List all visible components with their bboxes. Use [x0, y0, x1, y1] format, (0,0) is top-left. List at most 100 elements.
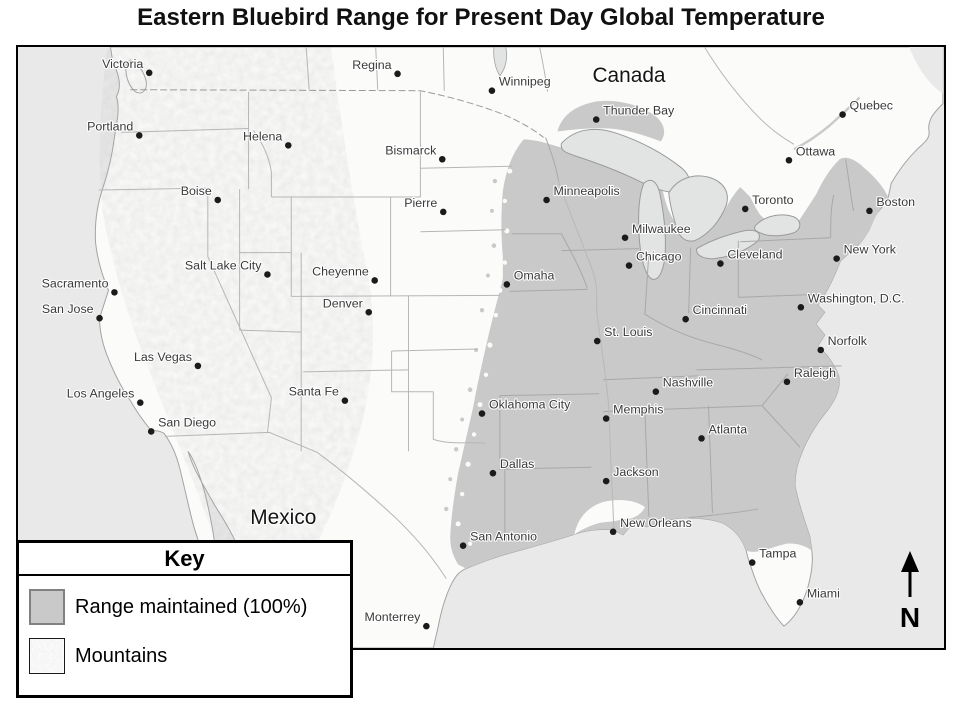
city-dot-washington-d-c	[797, 303, 805, 311]
city-label-nashville: Nashville	[663, 376, 713, 390]
city-label-jackson: Jackson	[613, 465, 659, 479]
city-label-dallas: Dallas	[500, 457, 534, 471]
city-dot-regina	[394, 70, 401, 78]
city-label-cincinnati: Cincinnati	[693, 303, 747, 317]
city-label-washington-d-c: Washington, D.C.	[808, 291, 905, 305]
gulf-st-lawrence	[909, 47, 943, 94]
city-label-new-orleans: New Orleans	[620, 516, 692, 530]
city-label-helena: Helena	[243, 129, 282, 143]
city-label-milwaukee: Milwaukee	[632, 222, 691, 236]
city-dot-helena	[285, 142, 292, 149]
range-region-ontario	[557, 100, 665, 142]
city-label-bismarck: Bismarck	[385, 143, 437, 157]
city-label-memphis: Memphis	[613, 403, 663, 417]
state-borders-west	[98, 47, 795, 579]
city-dot-boise	[214, 196, 222, 204]
city-dot-monterrey	[423, 622, 430, 630]
region-label-mexico: Mexico	[250, 506, 316, 529]
city-label-raleigh: Raleigh	[794, 366, 836, 380]
mountains-swatch	[29, 638, 65, 674]
city-dot-ottawa	[785, 156, 793, 164]
key-item-range: Range maintained (100%)	[29, 589, 350, 625]
city-label-quebec: Quebec	[850, 99, 893, 113]
city-dot-victoria	[145, 69, 153, 77]
city-label-cheyenne: Cheyenne	[312, 264, 369, 278]
city-dot-minneapolis	[543, 196, 550, 204]
city-dot-chicago	[625, 262, 633, 269]
city-dot-st-louis	[593, 337, 601, 345]
city-label-regina: Regina	[352, 58, 391, 72]
city-dot-boston	[866, 207, 873, 215]
city-dot-cheyenne	[371, 277, 378, 284]
city-label-omaha: Omaha	[514, 268, 555, 282]
city-dot-winnipeg	[488, 87, 496, 94]
lake-winnipeg	[493, 47, 507, 77]
city-dot-quebec	[839, 111, 846, 118]
city-label-atlanta: Atlanta	[708, 422, 747, 436]
city-label-winnipeg: Winnipeg	[499, 75, 551, 89]
city-label-san-antonio: San Antonio	[470, 530, 537, 544]
city-dot-san-jose	[96, 314, 103, 322]
city-dot-raleigh	[783, 378, 791, 386]
city-label-portland: Portland	[87, 119, 133, 133]
city-dot-cleveland	[717, 260, 724, 267]
city-dot-sacramento	[111, 289, 118, 296]
city-dot-new-orleans	[609, 528, 617, 536]
region-labels-layer: Canada Mexico	[249, 63, 667, 530]
city-label-san-diego: San Diego	[158, 415, 216, 429]
north-arrow-icon	[901, 551, 919, 597]
city-dot-atlanta	[698, 435, 705, 442]
lake-huron	[668, 175, 728, 242]
city-label-cleveland: Cleveland	[727, 248, 782, 262]
city-dot-norfolk	[817, 346, 825, 354]
city-dot-thunder-bay	[592, 116, 600, 123]
st-lawrence-river	[793, 96, 861, 151]
city-dot-jackson	[602, 477, 610, 485]
city-dot-denver	[365, 308, 373, 316]
city-dot-new-york	[833, 255, 840, 262]
lake-michigan	[638, 179, 666, 280]
city-label-thunder-bay: Thunder Bay	[603, 104, 675, 118]
city-dot-salt-lake-city	[264, 271, 271, 278]
city-dot-bismarck	[438, 155, 446, 163]
key-item-label: Range maintained (100%)	[75, 595, 308, 618]
city-label-ottawa: Ottawa	[796, 144, 835, 158]
city-dot-tampa	[748, 559, 756, 566]
city-label-tampa: Tampa	[759, 547, 796, 561]
lake-ontario	[754, 214, 801, 237]
city-dot-pierre	[439, 208, 447, 216]
city-label-miami: Miami	[807, 586, 840, 600]
mississippi-river	[558, 180, 615, 530]
city-dot-los-angeles	[136, 399, 144, 406]
city-label-santa-fe: Santa Fe	[289, 385, 339, 399]
city-label-boise: Boise	[181, 184, 212, 198]
city-dot-omaha	[503, 281, 511, 288]
city-label-norfolk: Norfolk	[828, 334, 868, 348]
city-dot-toronto	[741, 205, 749, 213]
city-dot-san-antonio	[459, 542, 467, 549]
compass: N	[890, 551, 930, 633]
city-dot-memphis	[602, 415, 610, 422]
city-dot-portland	[135, 132, 143, 139]
delta-gap	[574, 499, 645, 535]
city-label-toronto: Toronto	[752, 193, 793, 207]
city-label-los-angeles: Los Angeles	[67, 387, 135, 401]
canada-border	[130, 89, 544, 138]
city-label-new-york: New York	[844, 243, 897, 257]
page-title: Eastern Bluebird Range for Present Day G…	[137, 4, 825, 31]
city-dot-oklahoma-city	[478, 410, 486, 417]
city-label-victoria: Victoria	[102, 57, 143, 71]
range-region	[450, 139, 889, 569]
city-dot-miami	[796, 599, 804, 606]
region-label-canada: Canada	[592, 64, 665, 87]
city-label-minneapolis: Minneapolis	[554, 184, 620, 198]
city-label-pierre: Pierre	[404, 196, 437, 210]
city-label-boston: Boston	[876, 195, 915, 209]
key-item-mountains: Mountains	[29, 638, 350, 674]
city-label-sacramento: Sacramento	[42, 276, 109, 290]
key-item-label: Mountains	[75, 644, 168, 667]
range-swatch	[29, 589, 65, 625]
city-dot-milwaukee	[621, 234, 629, 242]
compass-label: N	[899, 602, 921, 633]
